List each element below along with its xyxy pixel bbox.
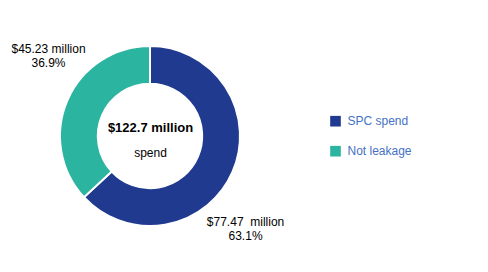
svg-text:$122.7 million: $122.7 million bbox=[108, 120, 193, 135]
svg-text:$45.23 million36.9%: $45.23 million36.9% bbox=[12, 42, 86, 70]
svg-text:spend: spend bbox=[134, 146, 167, 160]
svg-text:$77.47 million63.1%: $77.47 million63.1% bbox=[207, 215, 284, 243]
svg-text:SPC spend: SPC spend bbox=[348, 114, 409, 128]
svg-text:Not leakage: Not leakage bbox=[348, 144, 412, 158]
